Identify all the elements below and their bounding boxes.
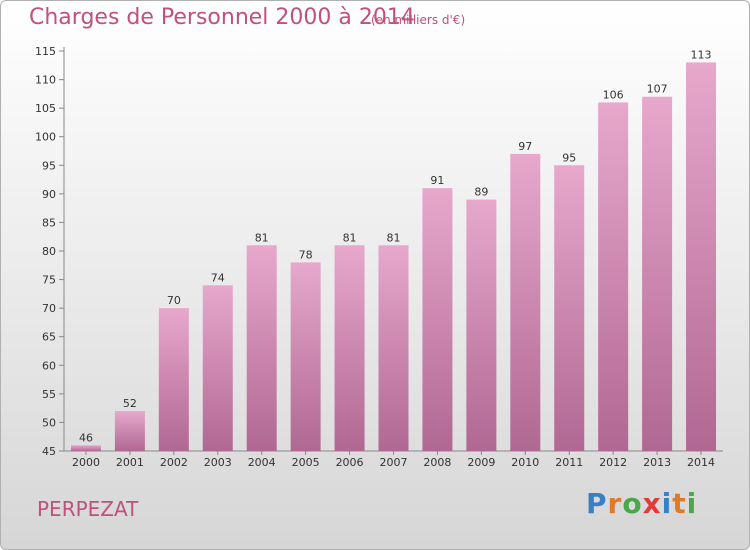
logo-letter: x (642, 487, 662, 520)
data-label: 89 (474, 186, 488, 199)
data-label: 81 (343, 231, 357, 244)
logo-letter: i (686, 487, 698, 520)
y-tick-label: 65 (42, 331, 56, 344)
data-label: 97 (518, 140, 532, 153)
logo-letter: r (607, 487, 623, 520)
town-name: PERPEZAT (37, 497, 139, 521)
x-tick-label: 2005 (292, 456, 320, 469)
bar (246, 245, 277, 451)
y-tick-label: 115 (35, 45, 56, 58)
bar (290, 262, 321, 451)
x-tick-label: 2003 (204, 456, 232, 469)
bar (334, 245, 365, 451)
bar (598, 102, 629, 451)
bar (202, 285, 233, 451)
y-tick-label: 45 (42, 445, 56, 458)
data-label: 78 (299, 248, 313, 261)
x-tick-label: 2009 (467, 456, 495, 469)
data-label: 81 (255, 231, 269, 244)
logo-letter: o (622, 487, 643, 520)
y-tick-label: 50 (42, 416, 56, 429)
proxiti-logo: Proxiti (586, 487, 697, 520)
data-label: 95 (562, 151, 576, 164)
bar (686, 62, 717, 452)
x-tick-label: 2006 (336, 456, 364, 469)
data-label: 113 (691, 48, 712, 61)
x-tick-label: 2010 (511, 456, 539, 469)
x-tick-label: 2008 (423, 456, 451, 469)
y-tick-label: 55 (42, 388, 56, 401)
x-tick-label: 2013 (643, 456, 671, 469)
y-tick-label: 110 (35, 74, 56, 87)
data-label: 107 (647, 83, 668, 96)
x-tick-label: 2007 (380, 456, 408, 469)
bar (114, 411, 145, 451)
y-tick-label: 60 (42, 359, 56, 372)
bar (422, 188, 453, 451)
chart-subtitle: (en milliers d'€) (371, 13, 466, 27)
bar (510, 153, 541, 451)
axis-layer: 45 50 55 60 65 70 75 80 85 90 95 100 105 110 115 (35, 45, 723, 458)
label-layer: 2000 46 2001 52 2002 70 2003 74 2004 81 2005 78 2006… (72, 48, 715, 469)
bar (554, 165, 585, 452)
logo-letter: i (661, 487, 673, 520)
bar (70, 445, 101, 451)
data-label: 74 (211, 271, 225, 284)
logo-letter: t (672, 487, 687, 520)
data-label: 106 (603, 88, 624, 101)
data-label: 70 (167, 294, 181, 307)
bar (378, 245, 409, 451)
logo-letter: P (586, 487, 608, 520)
chart-title: Charges de Personnel 2000 à 2014 (29, 5, 415, 30)
x-tick-label: 2012 (599, 456, 627, 469)
y-tick-label: 100 (35, 131, 56, 144)
y-tick-label: 70 (42, 302, 56, 315)
y-tick-label: 95 (42, 159, 56, 172)
bar-layer (70, 62, 717, 452)
data-label: 81 (387, 231, 401, 244)
x-tick-label: 2002 (160, 456, 188, 469)
bar (642, 96, 673, 451)
x-tick-label: 2000 (72, 456, 100, 469)
y-tick-label: 80 (42, 245, 56, 258)
x-tick-label: 2004 (248, 456, 276, 469)
x-tick-label: 2014 (687, 456, 715, 469)
data-label: 91 (430, 174, 444, 187)
x-tick-label: 2011 (555, 456, 583, 469)
data-label: 52 (123, 397, 137, 410)
bar (466, 199, 497, 451)
data-label: 46 (79, 431, 93, 444)
y-tick-label: 105 (35, 102, 56, 115)
y-tick-label: 90 (42, 188, 56, 201)
y-tick-label: 85 (42, 216, 56, 229)
bar (158, 308, 189, 451)
y-tick-label: 75 (42, 274, 56, 287)
x-tick-label: 2001 (116, 456, 144, 469)
